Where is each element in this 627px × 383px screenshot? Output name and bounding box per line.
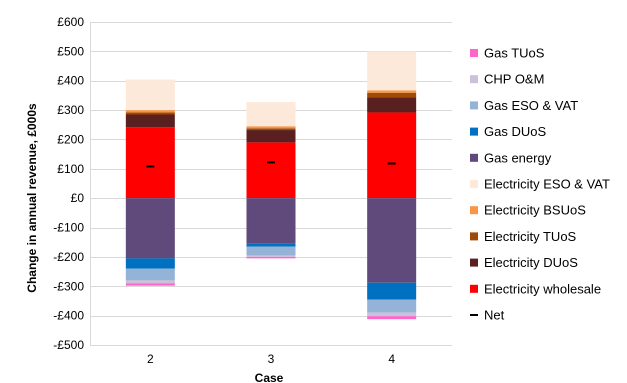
y-tick-label-4: £200	[57, 132, 84, 146]
bar-chp-o-m-case-3	[246, 255, 296, 257]
bar-electricity-bsuos-case-2	[125, 110, 175, 113]
y-tick-label-9: -£300	[53, 279, 84, 293]
y-tick-labels: £600 £500 £400 £300 £200 £100 £0 -£100 -£200 -£30…	[53, 15, 84, 352]
bar-gas-energy-case-4	[367, 198, 417, 283]
bar-gas-duos-case-3	[246, 243, 296, 247]
bar-electricity-eso-vat-case-3	[246, 102, 296, 127]
legend-swatch-gas-energy	[470, 153, 478, 162]
bar-electricity-tuos-case-3	[246, 128, 296, 131]
legend-label-chp-o-m: CHP O&M	[484, 72, 544, 87]
legend-label-electricity-wholesale: Electricity wholesale	[484, 281, 601, 296]
bar-chp-o-m-case-4	[367, 312, 417, 317]
legend-swatch-gas-eso-vat	[470, 101, 478, 110]
bar-electricity-duos-case-3	[246, 130, 296, 143]
y-tick-label-0: £600	[57, 15, 84, 29]
bar-electricity-tuos-case-4	[367, 92, 417, 98]
bar-gas-energy-case-2	[125, 198, 175, 259]
legend: Gas TUoS CHP O&M Gas ESO & VAT Gas DUoS Gas …	[470, 46, 610, 323]
bars	[125, 51, 417, 320]
x-tick-label-2: 2	[147, 352, 154, 366]
y-tick-label-2: £400	[57, 74, 84, 88]
bar-electricity-wholesale-case-4	[367, 112, 417, 199]
bar-gas-tuos-case-3	[246, 256, 296, 259]
legend-label-electricity-bsuos: Electricity BSUoS	[484, 203, 586, 218]
bar-electricity-wholesale-case-2	[125, 127, 175, 199]
legend-label-gas-duos: Gas DUoS	[484, 124, 546, 139]
legend-label-gas-eso-vat: Gas ESO & VAT	[484, 98, 578, 113]
legend-swatch-electricity-eso-vat	[470, 180, 478, 188]
bar-electricity-eso-vat-case-4	[367, 51, 417, 91]
y-tick-label-3: £300	[57, 103, 84, 117]
bar-gas-duos-case-2	[125, 258, 175, 269]
bar-gas-tuos-case-2	[125, 283, 175, 286]
legend-label-gas-tuos: Gas TUoS	[484, 46, 545, 61]
y-tick-label-8: -£200	[53, 250, 84, 264]
y-tick-label-7: -£100	[53, 221, 84, 235]
legend-swatch-electricity-tuos	[470, 232, 478, 241]
legend-label-electricity-tuos: Electricity TUoS	[484, 229, 577, 244]
x-tick-label-4: 4	[388, 352, 395, 366]
bar-gas-eso-vat-case-2	[125, 268, 175, 281]
bar-electricity-eso-vat-case-2	[125, 79, 175, 111]
bar-electricity-duos-case-2	[125, 114, 175, 128]
y-tick-label-1: £500	[57, 44, 84, 58]
legend-swatch-gas-duos	[470, 127, 478, 136]
y-tick-label-6: £0	[71, 191, 85, 205]
bar-electricity-wholesale-case-3	[246, 142, 296, 199]
bar-electricity-bsuos-case-3	[246, 126, 296, 129]
y-tick-label-5: £100	[57, 162, 84, 176]
x-tick-label-3: 3	[268, 352, 275, 366]
y-tick-label-11: -£500	[53, 338, 84, 352]
bar-electricity-tuos-case-2	[125, 112, 175, 115]
legend-label-gas-energy: Gas energy	[484, 150, 552, 165]
bar-electricity-bsuos-case-4	[367, 90, 417, 93]
legend-label-electricity-duos: Electricity DUoS	[484, 255, 578, 270]
legend-swatch-gas-tuos	[470, 49, 478, 57]
legend-swatch-chp-o-m	[470, 75, 478, 84]
bar-gas-eso-vat-case-4	[367, 299, 417, 313]
x-tick-labels: 2 3 4	[147, 352, 395, 366]
legend-swatch-electricity-wholesale	[470, 284, 478, 293]
bar-gas-eso-vat-case-3	[246, 246, 296, 256]
bar-gas-tuos-case-4	[367, 316, 417, 320]
bar-gas-duos-case-4	[367, 282, 417, 300]
legend-label-net: Net	[484, 308, 505, 323]
bar-electricity-duos-case-4	[367, 97, 417, 113]
y-tick-label-10: -£400	[53, 309, 84, 323]
bar-chp-o-m-case-2	[125, 280, 175, 284]
net-markers	[146, 161, 396, 168]
y-axis-title: Change in annual revenue, £000s	[25, 103, 39, 293]
legend-label-electricity-eso-vat: Electricity ESO & VAT	[484, 177, 610, 192]
bar-gas-energy-case-3	[246, 198, 296, 244]
legend-swatch-electricity-duos	[470, 258, 478, 267]
x-axis-title: Case	[255, 371, 284, 383]
legend-swatch-electricity-bsuos	[470, 206, 478, 215]
